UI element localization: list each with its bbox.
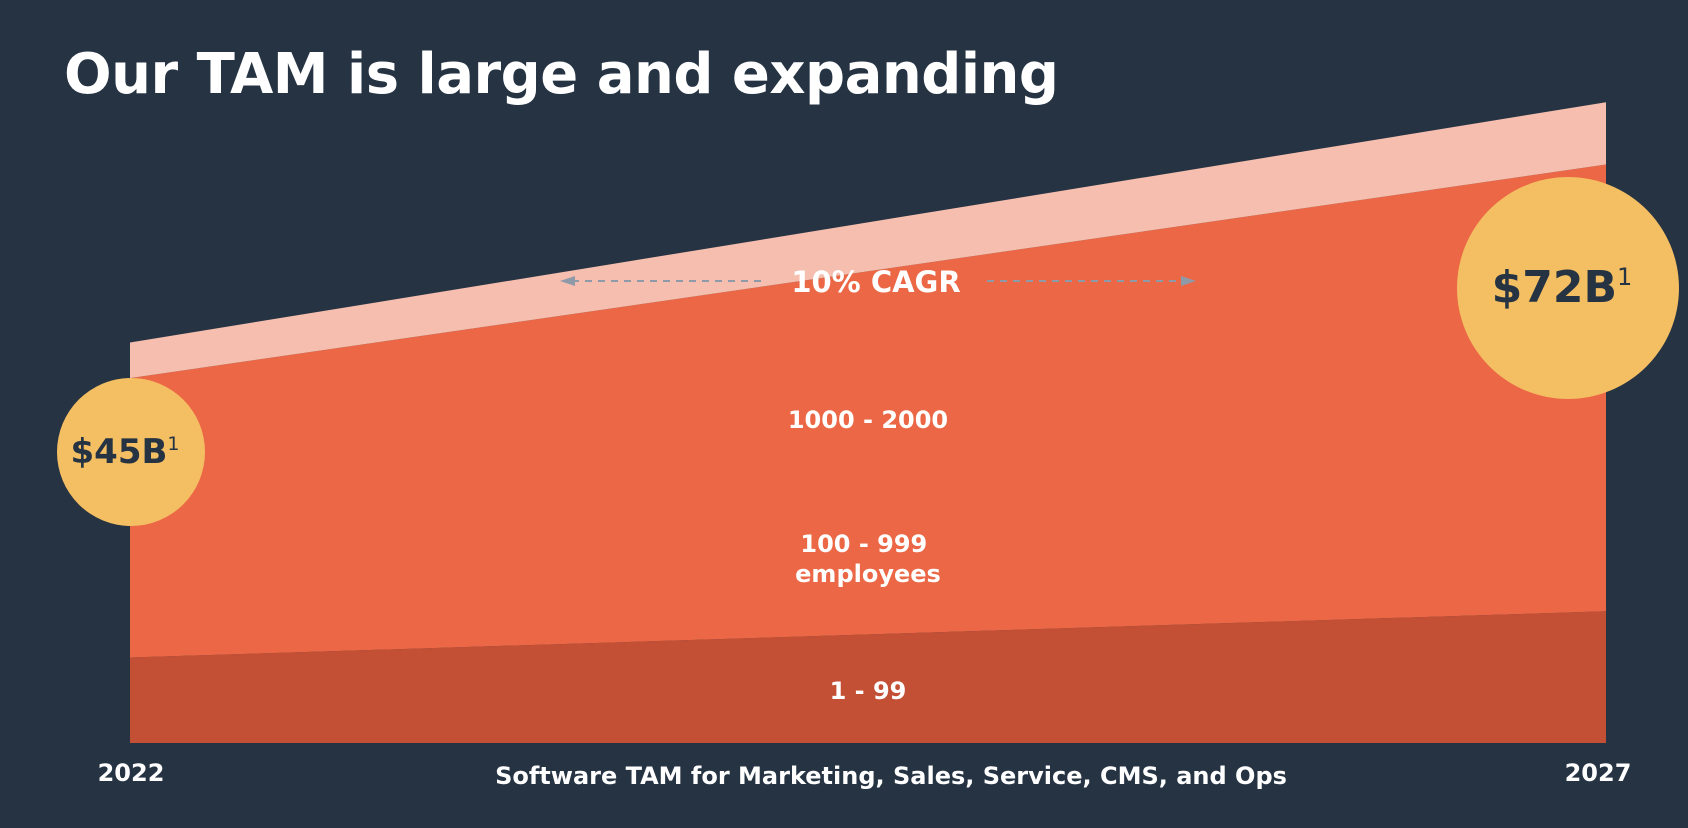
- area-layers: [130, 102, 1606, 743]
- x-tick-label-2027: 2027: [1565, 759, 1632, 787]
- cagr-arrowhead-left-icon: [560, 276, 575, 286]
- area-series-1: [130, 164, 1606, 658]
- series-label-100-999-line2: employees: [795, 560, 941, 588]
- series-label-100-999-line1: 100 - 999: [800, 530, 927, 558]
- total-footnote-2022: 1: [167, 433, 179, 455]
- total-label-2027: $72B1: [1492, 262, 1633, 313]
- x-axis-title: Software TAM for Marketing, Sales, Servi…: [495, 762, 1287, 790]
- x-tick-label-2022: 2022: [98, 759, 165, 787]
- total-bubble-2022-circle: [57, 378, 205, 526]
- total-bubble-2027: $72B1: [1457, 177, 1679, 399]
- cagr-arrowhead-right-icon: [1181, 276, 1196, 286]
- total-bubble-2027-circle: [1457, 177, 1679, 399]
- series-label-1-99: 1 - 99: [830, 677, 907, 705]
- total-value-2022: $45B: [71, 432, 168, 472]
- series-label-100-999: 100 - 999 employees: [795, 530, 941, 588]
- cagr-indicator: 10% CAGR: [560, 265, 1196, 299]
- cagr-label: 10% CAGR: [791, 265, 960, 299]
- total-footnote-2027: 1: [1617, 263, 1632, 291]
- total-bubble-2022: $45B1: [57, 378, 205, 526]
- area-series-0: [130, 611, 1606, 743]
- total-label-2022: $45B1: [71, 432, 180, 472]
- page-title: Our TAM is large and expanding: [64, 42, 1059, 107]
- series-label-1000-2000: 1000 - 2000: [788, 406, 948, 434]
- area-series-2: [130, 102, 1606, 379]
- total-value-2027: $72B: [1492, 262, 1617, 313]
